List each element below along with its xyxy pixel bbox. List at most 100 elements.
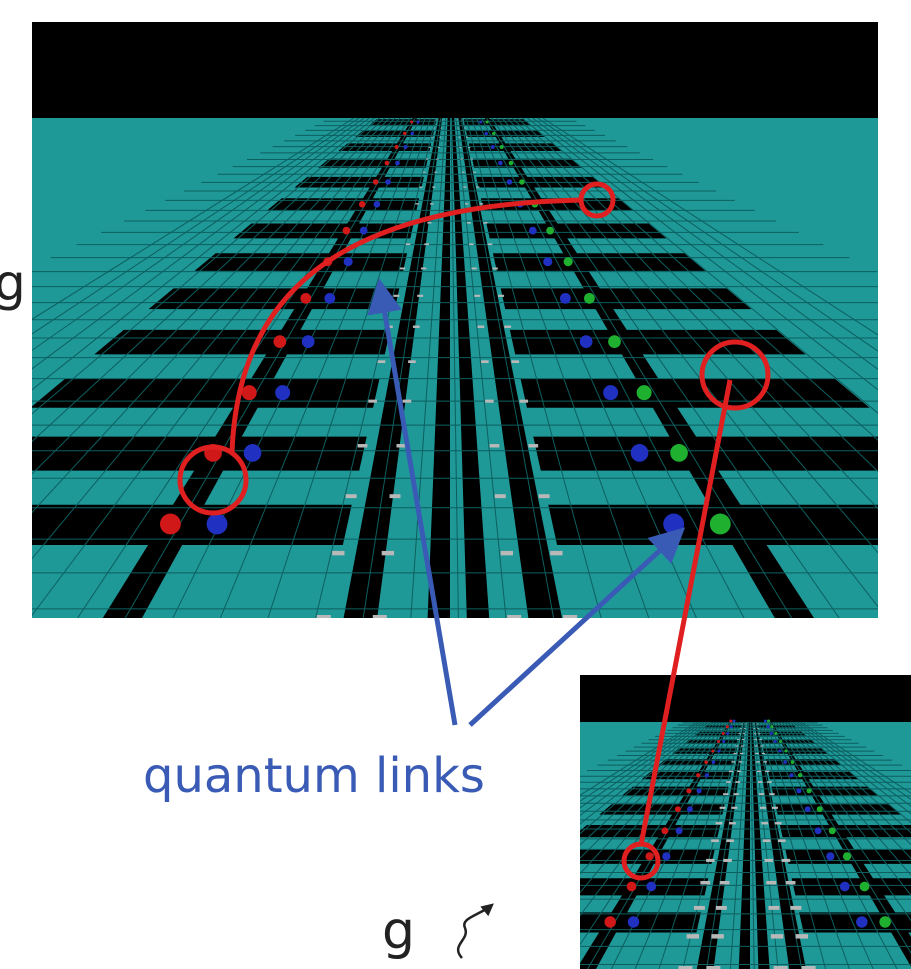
ion bbox=[710, 514, 731, 535]
electrode bbox=[485, 400, 494, 403]
electrode bbox=[775, 822, 782, 824]
ion bbox=[343, 227, 351, 235]
electrode bbox=[467, 222, 471, 223]
ion bbox=[500, 145, 504, 149]
ion bbox=[631, 444, 649, 462]
ion bbox=[670, 444, 688, 462]
electrode bbox=[390, 494, 401, 498]
ion bbox=[529, 227, 537, 235]
ion bbox=[789, 773, 793, 777]
ion bbox=[815, 827, 822, 834]
ion bbox=[385, 161, 390, 166]
electrode bbox=[757, 728, 759, 729]
electrode bbox=[563, 615, 577, 620]
electrode bbox=[753, 728, 755, 729]
electrode bbox=[731, 807, 737, 809]
ion bbox=[676, 827, 683, 834]
ion bbox=[840, 882, 850, 892]
electrode bbox=[762, 753, 765, 754]
electrode bbox=[761, 746, 764, 747]
electrode bbox=[481, 360, 489, 363]
electrode bbox=[711, 934, 723, 938]
electrode bbox=[463, 120, 465, 121]
ion bbox=[395, 145, 399, 149]
electrode bbox=[723, 793, 728, 795]
electrode bbox=[758, 781, 763, 783]
ion bbox=[608, 335, 621, 348]
electrode bbox=[763, 761, 767, 762]
electrode bbox=[764, 859, 773, 862]
electrode bbox=[317, 615, 331, 620]
electrode bbox=[458, 137, 460, 138]
electrode bbox=[768, 906, 779, 910]
electrode bbox=[476, 187, 479, 188]
electrode bbox=[771, 934, 783, 938]
electrode bbox=[426, 159, 429, 160]
trap-row bbox=[149, 288, 400, 309]
ion bbox=[403, 132, 406, 135]
ion bbox=[856, 916, 867, 927]
ion bbox=[717, 749, 720, 752]
ion bbox=[410, 120, 413, 123]
ion bbox=[722, 732, 725, 735]
ion bbox=[580, 335, 593, 348]
electrode bbox=[716, 906, 727, 910]
ion bbox=[207, 514, 228, 535]
electrode bbox=[477, 326, 484, 328]
electrode bbox=[378, 360, 386, 363]
electrode bbox=[700, 881, 710, 884]
electrode bbox=[735, 781, 740, 783]
electrode bbox=[507, 615, 521, 620]
ion bbox=[726, 732, 729, 735]
electrode bbox=[480, 203, 484, 204]
electrode bbox=[427, 222, 431, 223]
ion bbox=[492, 132, 495, 135]
electrode bbox=[706, 859, 715, 862]
electrode bbox=[778, 839, 786, 842]
electrode bbox=[726, 839, 734, 842]
electrode bbox=[464, 128, 466, 129]
electrode bbox=[431, 137, 433, 138]
page: {"labels": {"left_edge": "g", "quantum_l… bbox=[0, 0, 911, 969]
ion bbox=[373, 179, 379, 185]
electrode bbox=[421, 268, 426, 270]
electrode bbox=[429, 147, 431, 148]
ion bbox=[798, 773, 802, 777]
electrode bbox=[435, 120, 437, 121]
ion bbox=[498, 161, 503, 166]
ion bbox=[711, 749, 714, 752]
ion bbox=[805, 806, 811, 812]
electrode bbox=[756, 724, 758, 725]
ion bbox=[244, 444, 262, 462]
electrode bbox=[539, 494, 550, 498]
ion bbox=[879, 916, 890, 927]
electrode bbox=[432, 187, 435, 188]
electrode bbox=[358, 444, 368, 447]
electrode bbox=[423, 172, 426, 173]
trap-row bbox=[94, 330, 390, 354]
ion bbox=[300, 293, 311, 304]
electrode bbox=[436, 159, 439, 160]
electrode bbox=[498, 295, 504, 297]
ion bbox=[817, 806, 823, 812]
electrode bbox=[739, 761, 743, 762]
electrode bbox=[758, 733, 760, 734]
electrode bbox=[439, 137, 441, 138]
electrode bbox=[460, 159, 463, 160]
electrode bbox=[468, 147, 470, 148]
ion bbox=[479, 120, 482, 123]
ion bbox=[485, 132, 488, 135]
electrode bbox=[519, 400, 528, 403]
ion bbox=[661, 827, 668, 834]
ion bbox=[302, 335, 315, 348]
ion bbox=[733, 719, 736, 722]
ion bbox=[491, 145, 495, 149]
ion bbox=[519, 179, 525, 185]
ion bbox=[783, 760, 787, 764]
trap-row bbox=[30, 379, 379, 408]
electrode bbox=[740, 728, 742, 729]
trap-row bbox=[502, 878, 708, 895]
electrode bbox=[465, 203, 469, 204]
sky bbox=[32, 22, 878, 118]
ion bbox=[764, 719, 767, 722]
